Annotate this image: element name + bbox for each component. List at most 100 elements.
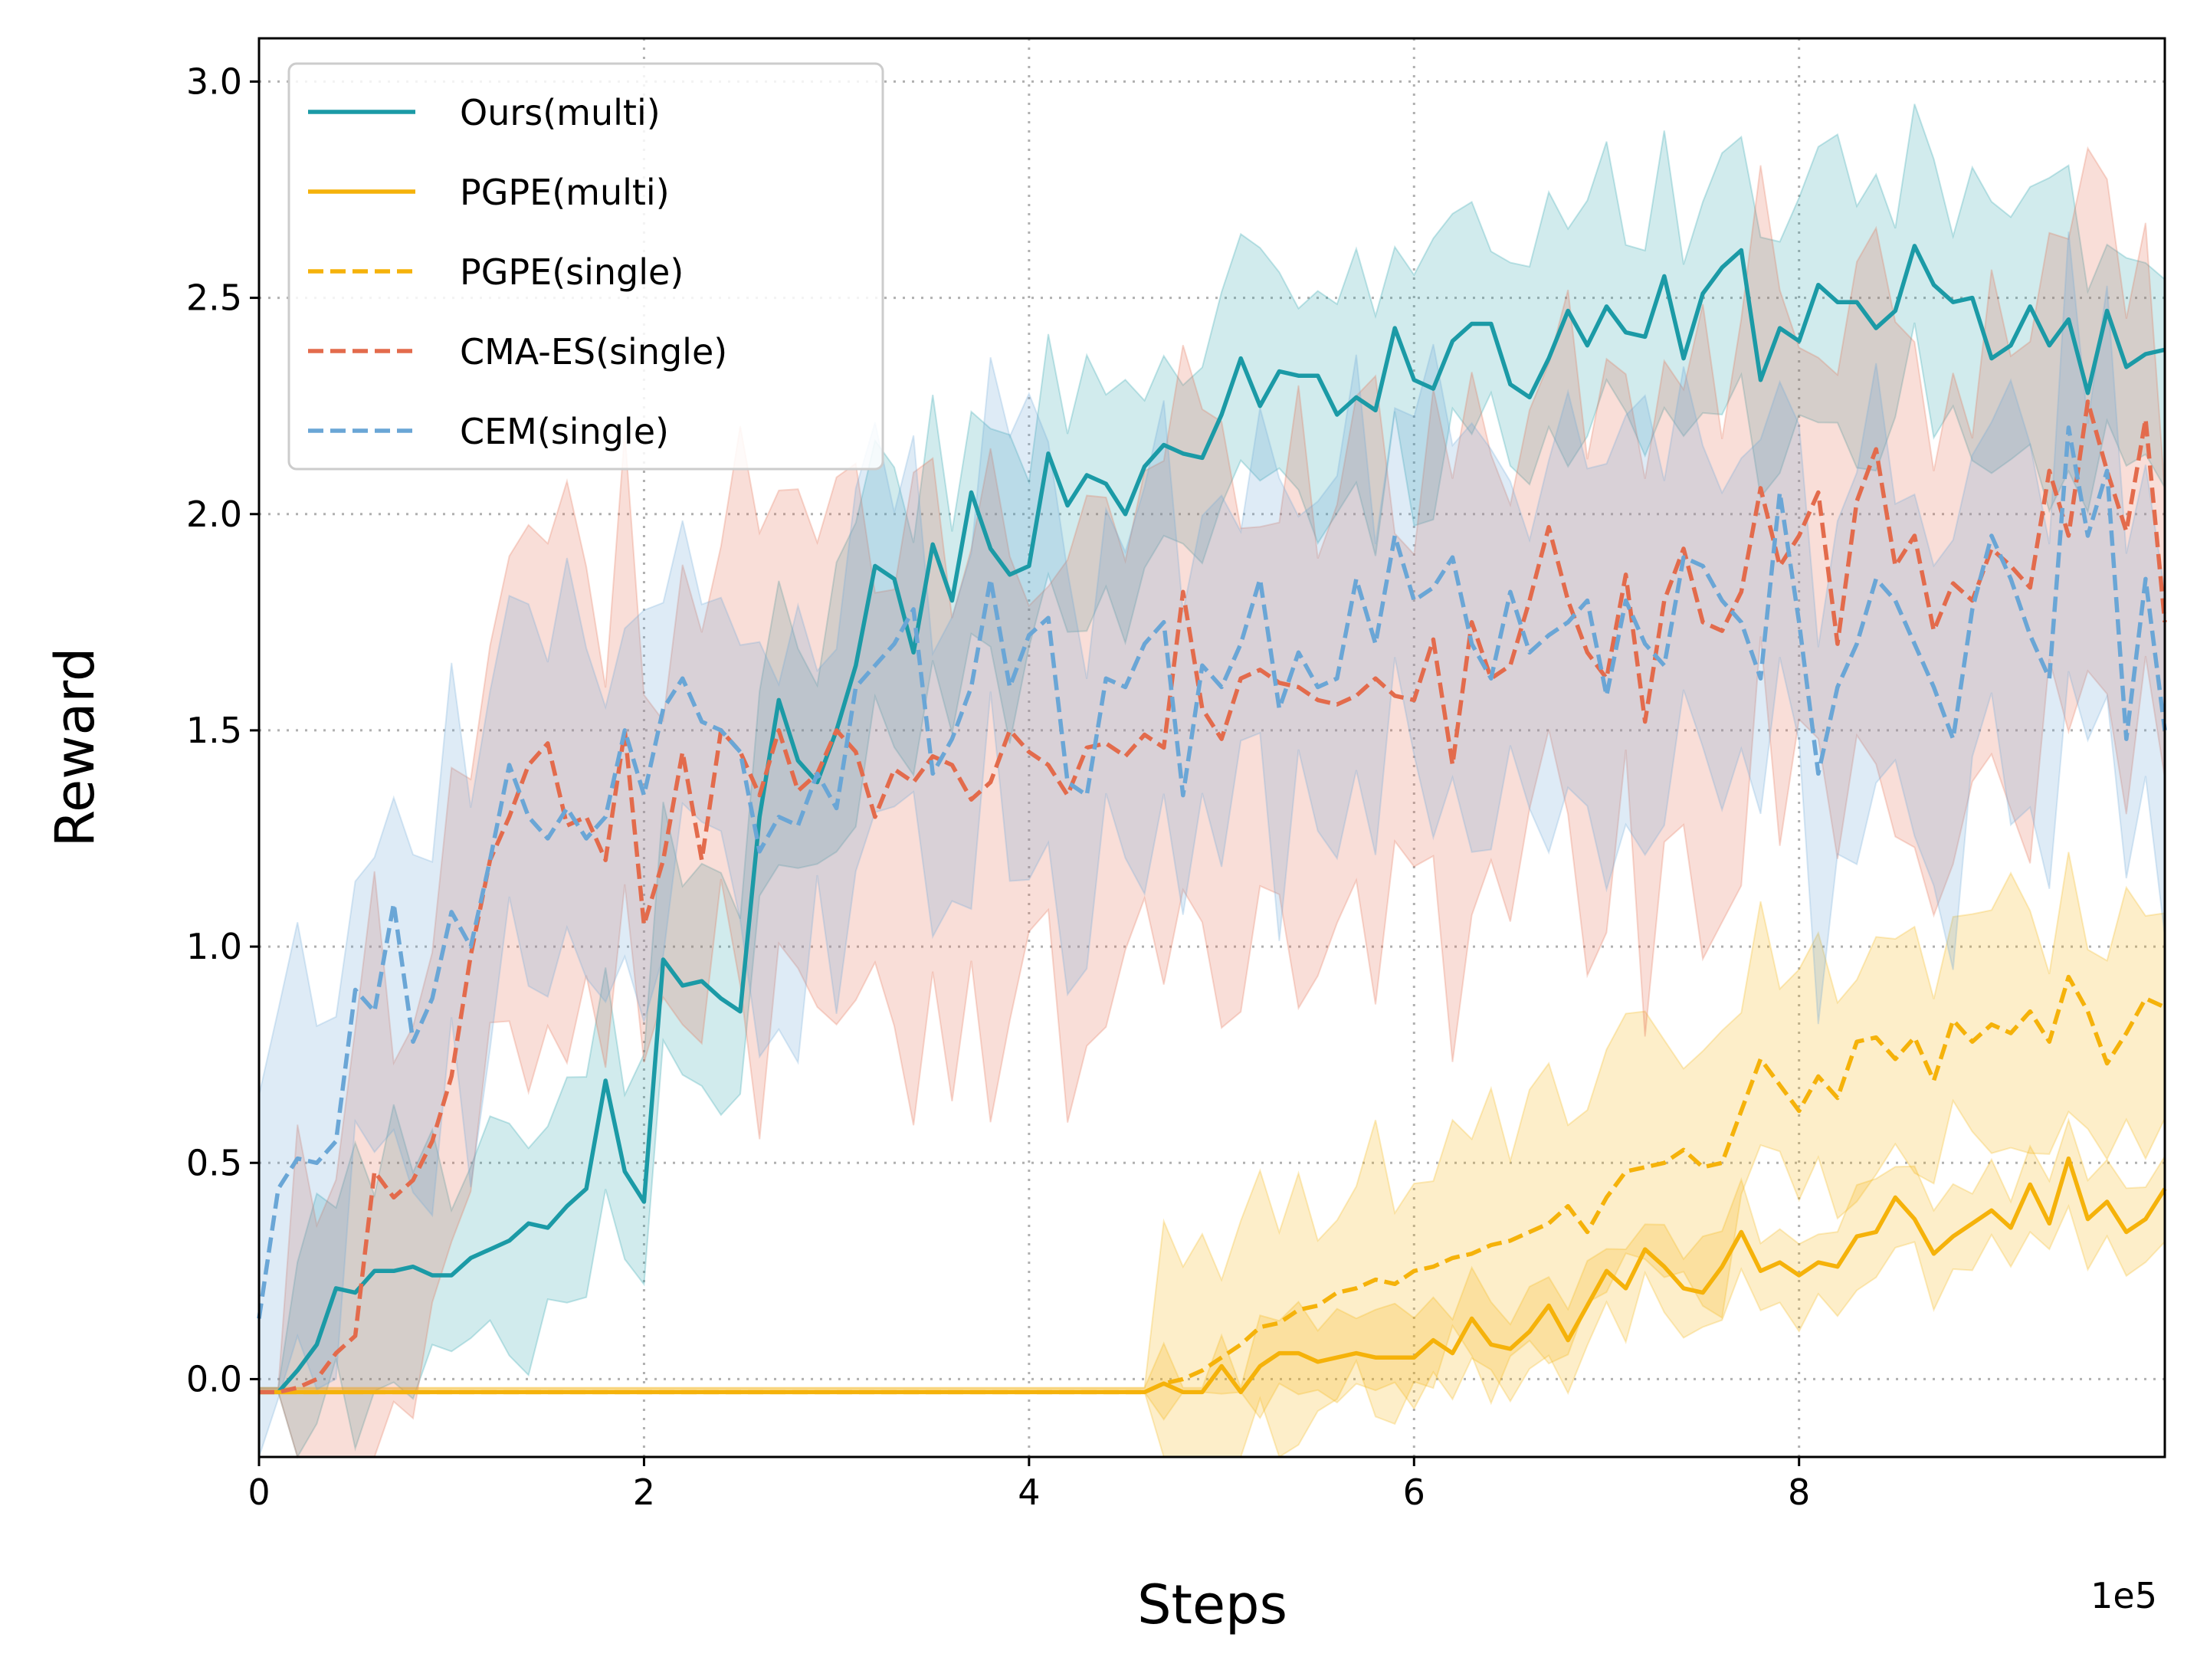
pgpe-single-point (2028, 1009, 2032, 1013)
cma-es-single-point (296, 1386, 300, 1390)
ours-multi-point (854, 664, 857, 668)
pgpe-single-point (1123, 1390, 1127, 1394)
pgpe-single-point (835, 1390, 838, 1394)
x-offset-label: 1e5 (2090, 1575, 2157, 1616)
pgpe-single-point (1393, 1282, 1397, 1286)
cma-es-single-point (1374, 677, 1378, 681)
cem-single-point (1431, 586, 1435, 589)
ours-multi-point (1335, 413, 1339, 417)
cem-single-point (1085, 793, 1089, 797)
legend-label: PGPE(multi) (460, 172, 670, 213)
cma-es-single-point (969, 798, 973, 802)
legend-box (287, 62, 884, 471)
ours-multi-point (1855, 300, 1859, 304)
cem-single-point (2105, 469, 2109, 473)
pgpe-multi-point (2009, 1226, 2013, 1229)
y-tick-label: 3.0 (186, 61, 242, 102)
cma-es-single-point (392, 1196, 395, 1199)
ours-multi-point (912, 651, 916, 655)
ours-multi-point (2067, 317, 2071, 321)
ours-multi-point (1701, 292, 1705, 296)
ours-multi-point (1316, 374, 1320, 378)
cem-single-point (1682, 556, 1686, 559)
cma-es-single-point (1258, 668, 1262, 671)
pgpe-single-point (450, 1390, 454, 1394)
pgpe-single-point (1335, 1291, 1339, 1294)
x-tick-label: 2 (633, 1472, 655, 1513)
ours-multi-point (1451, 340, 1454, 343)
ours-multi-point (950, 599, 954, 602)
cma-es-single-point (1547, 525, 1551, 529)
cma-es-single-point (1181, 590, 1185, 594)
pgpe-multi-point (1393, 1356, 1397, 1360)
cem-single-point (1797, 620, 1801, 624)
pgpe-single-point (546, 1390, 549, 1394)
pgpe-multi-point (1297, 1351, 1300, 1355)
pgpe-single-point (1835, 1096, 1839, 1100)
cem-single-point (1605, 694, 1608, 697)
cem-single-point (1662, 664, 1666, 668)
cma-es-single-point (835, 728, 838, 732)
ours-multi-point (2124, 365, 2128, 369)
pgpe-multi-point (1585, 1304, 1589, 1308)
cma-es-single-point (931, 754, 935, 758)
cma-es-single-point (1701, 620, 1705, 624)
cma-es-single-point (1451, 763, 1454, 767)
cma-es-single-point (1239, 677, 1243, 681)
pgpe-multi-point (2124, 1230, 2128, 1234)
pgpe-multi-point (2067, 1157, 2071, 1160)
pgpe-multi-point (1220, 1364, 1224, 1368)
ours-multi-point (1181, 451, 1185, 455)
cem-single-point (412, 1040, 415, 1044)
cem-single-point (1027, 633, 1031, 637)
cem-single-point (2086, 534, 2090, 538)
ours-multi-point (1682, 356, 1686, 360)
cem-single-point (1701, 564, 1705, 568)
pgpe-single-point (1951, 1019, 1955, 1022)
ours-multi-point (1932, 283, 1936, 287)
pgpe-single-point (1470, 1252, 1474, 1255)
pgpe-multi-point (1316, 1360, 1320, 1363)
pgpe-single-point (1489, 1243, 1493, 1247)
cem-single-point (1277, 707, 1281, 710)
y-tick-label: 1.5 (186, 710, 242, 751)
ours-multi-point (2143, 353, 2147, 356)
ours-multi-point (2105, 309, 2109, 313)
pgpe-multi-point (1874, 1230, 1878, 1234)
cem-single-point (700, 720, 703, 724)
cem-single-point (431, 996, 434, 1000)
cma-es-single-point (585, 815, 589, 819)
pgpe-multi-point (1470, 1317, 1474, 1321)
cma-es-single-point (1335, 703, 1339, 707)
cem-single-point (565, 806, 569, 810)
cem-single-point (1932, 685, 1936, 689)
ours-multi-point (1797, 340, 1801, 343)
ours-multi-point (2009, 343, 2013, 347)
cma-es-single-point (1066, 793, 1070, 797)
legend-label: CMA-ES(single) (460, 331, 727, 372)
cma-es-single-point (334, 1351, 338, 1355)
pgpe-multi-point (1682, 1286, 1686, 1290)
cma-es-single-point (372, 1170, 376, 1173)
cem-single-point (1508, 590, 1512, 594)
ours-multi-point (1085, 474, 1089, 477)
cem-single-point (1585, 599, 1589, 602)
pgpe-single-point (931, 1390, 935, 1394)
pgpe-multi-point (2028, 1183, 2032, 1186)
pgpe-multi-point (1335, 1356, 1339, 1360)
cma-es-single-point (912, 780, 916, 784)
ours-multi-point (1047, 451, 1051, 455)
cem-single-point (1047, 616, 1051, 620)
ours-multi-point (1162, 443, 1166, 447)
cem-single-point (1470, 642, 1474, 646)
ours-multi-point (623, 1170, 627, 1173)
cem-single-point (1566, 620, 1570, 624)
cma-es-single-point (2143, 417, 2147, 421)
cma-es-single-point (777, 728, 781, 732)
pgpe-single-point (1759, 1057, 1763, 1061)
pgpe-single-point (1989, 1022, 1993, 1026)
cem-single-point (277, 1187, 280, 1191)
ours-multi-point (546, 1226, 549, 1229)
cma-es-single-point (1778, 564, 1782, 568)
pgpe-single-point (1970, 1040, 1974, 1044)
